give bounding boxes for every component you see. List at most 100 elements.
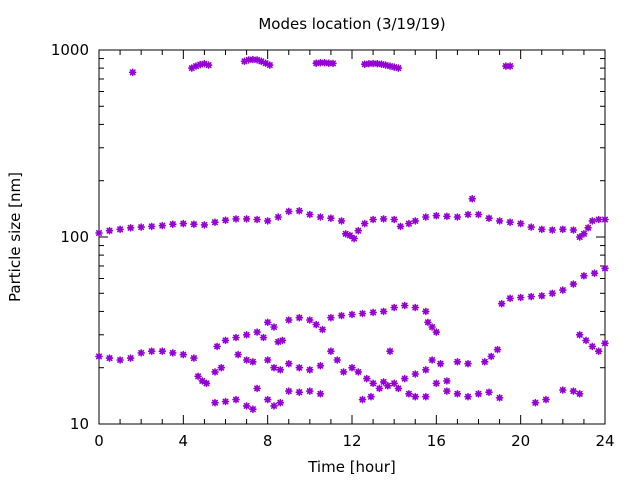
data-point-marker bbox=[584, 224, 592, 232]
data-point bbox=[516, 219, 525, 228]
data-point bbox=[320, 58, 329, 67]
data-point-marker bbox=[213, 342, 221, 351]
data-point bbox=[284, 316, 293, 324]
data-point bbox=[468, 195, 477, 203]
data-point-marker bbox=[497, 299, 506, 308]
data-point bbox=[390, 215, 399, 224]
data-point-marker bbox=[575, 389, 584, 398]
data-point bbox=[263, 395, 272, 404]
data-point bbox=[575, 389, 584, 398]
data-point bbox=[390, 303, 399, 312]
data-point-marker bbox=[324, 59, 333, 68]
data-point-marker bbox=[485, 388, 493, 397]
data-point-marker bbox=[432, 211, 441, 220]
data-point bbox=[580, 271, 588, 280]
data-point bbox=[369, 215, 377, 224]
data-point bbox=[232, 395, 240, 404]
data-point bbox=[411, 303, 420, 312]
data-point-marker bbox=[411, 217, 420, 225]
data-point bbox=[432, 379, 441, 388]
data-point-marker bbox=[221, 216, 230, 224]
data-point bbox=[95, 229, 103, 237]
data-point bbox=[249, 405, 257, 414]
data-point bbox=[242, 215, 251, 223]
data-point bbox=[105, 354, 114, 362]
data-points bbox=[95, 55, 609, 414]
data-point-marker bbox=[369, 59, 377, 68]
data-point bbox=[337, 311, 346, 320]
data-point bbox=[369, 308, 377, 317]
data-point bbox=[537, 291, 546, 300]
data-point-marker bbox=[147, 347, 156, 356]
data-point-marker bbox=[468, 195, 477, 203]
data-point bbox=[405, 389, 413, 398]
data-point bbox=[196, 60, 204, 69]
data-point-marker bbox=[516, 219, 525, 228]
data-point bbox=[204, 61, 213, 69]
data-point-marker bbox=[601, 215, 609, 224]
data-point-marker bbox=[548, 226, 557, 234]
data-point-marker bbox=[263, 318, 272, 327]
data-point bbox=[327, 313, 335, 322]
data-point bbox=[527, 292, 536, 301]
data-point-marker bbox=[381, 61, 390, 69]
data-point bbox=[263, 356, 272, 364]
data-point bbox=[411, 370, 420, 378]
data-point-marker bbox=[244, 56, 253, 64]
data-point-marker bbox=[487, 352, 496, 361]
data-point bbox=[232, 333, 240, 342]
data-point-marker bbox=[217, 363, 226, 372]
data-point-marker bbox=[575, 233, 584, 241]
data-point bbox=[253, 384, 261, 393]
data-point-marker bbox=[196, 60, 204, 69]
data-point bbox=[485, 388, 493, 397]
data-point bbox=[305, 365, 314, 374]
data-point-marker bbox=[365, 59, 373, 68]
data-point-marker bbox=[194, 372, 202, 381]
data-point-marker bbox=[453, 389, 462, 398]
data-point bbox=[542, 395, 550, 404]
data-point bbox=[502, 62, 510, 70]
data-point bbox=[360, 60, 369, 68]
data-point-marker bbox=[295, 363, 304, 372]
y-tick-label: 100 bbox=[60, 228, 89, 246]
data-point-marker bbox=[158, 221, 167, 230]
data-point-marker bbox=[221, 397, 230, 406]
data-point-marker bbox=[192, 62, 200, 70]
data-point-marker bbox=[95, 352, 103, 361]
data-point bbox=[506, 218, 514, 226]
data-point-marker bbox=[240, 57, 249, 66]
data-point bbox=[274, 213, 283, 221]
data-point-marker bbox=[362, 374, 371, 383]
data-point bbox=[158, 221, 167, 230]
data-point-marker bbox=[169, 349, 177, 357]
data-point-marker bbox=[558, 386, 567, 394]
data-point bbox=[284, 359, 293, 368]
data-point bbox=[537, 225, 546, 234]
data-point-marker bbox=[188, 64, 196, 72]
x-tick-label: 12 bbox=[342, 432, 361, 450]
data-point-marker bbox=[346, 231, 354, 240]
data-point bbox=[295, 363, 304, 372]
data-point bbox=[137, 349, 145, 357]
x-tick-label: 0 bbox=[94, 432, 104, 450]
data-point-marker bbox=[493, 345, 502, 354]
data-point bbox=[379, 215, 388, 223]
data-point-marker bbox=[257, 57, 266, 66]
data-point-marker bbox=[453, 357, 462, 366]
data-point-marker bbox=[274, 213, 283, 221]
data-point-marker bbox=[270, 363, 278, 372]
data-point bbox=[276, 365, 285, 374]
data-point-marker bbox=[128, 68, 137, 77]
data-point-marker bbox=[575, 330, 584, 339]
data-point bbox=[253, 328, 261, 336]
data-point-marker bbox=[211, 398, 219, 407]
data-point bbox=[242, 330, 251, 339]
data-point bbox=[324, 59, 333, 68]
data-point bbox=[432, 328, 441, 336]
data-point-marker bbox=[305, 210, 314, 219]
y-axis-label: Particle size [nm] bbox=[6, 172, 24, 302]
data-point-marker bbox=[394, 64, 403, 72]
data-point-marker bbox=[211, 218, 219, 226]
data-point-marker bbox=[358, 309, 367, 318]
